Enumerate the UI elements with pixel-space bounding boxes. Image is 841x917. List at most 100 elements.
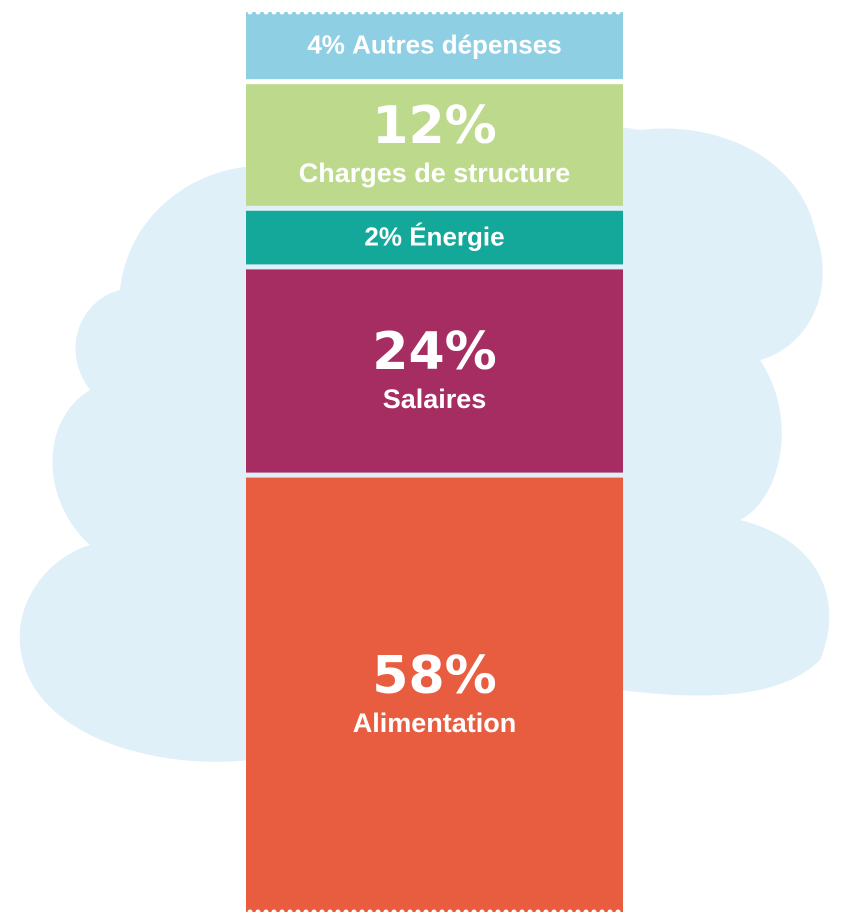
edge-notch xyxy=(279,909,285,915)
edge-notch xyxy=(503,9,509,15)
edge-notch xyxy=(391,9,397,15)
edge-notch xyxy=(319,9,325,15)
edge-notch xyxy=(415,9,421,15)
edge-notch xyxy=(591,909,597,915)
edge-notch xyxy=(263,909,269,915)
value-label: 24% xyxy=(372,322,496,382)
edge-notch xyxy=(559,909,565,915)
space xyxy=(402,221,409,251)
edge-notch xyxy=(279,9,285,15)
edge-notch xyxy=(327,909,333,915)
edge-notch xyxy=(343,909,349,915)
edge-notch xyxy=(359,9,365,15)
edge-notch xyxy=(367,9,373,15)
edge-notch xyxy=(471,909,477,915)
edge-notch xyxy=(303,909,309,915)
edge-notch xyxy=(415,909,421,915)
edge-notch xyxy=(527,9,533,15)
edge-notch xyxy=(615,9,621,15)
edge-notch xyxy=(399,909,405,915)
edge-notch xyxy=(463,909,469,915)
bar-segment xyxy=(246,269,623,473)
edge-notch xyxy=(511,9,517,15)
edge-notch xyxy=(455,909,461,915)
edge-notch xyxy=(495,9,501,15)
edge-notch xyxy=(343,9,349,15)
space xyxy=(345,29,352,59)
edge-notch xyxy=(351,909,357,915)
edge-notch xyxy=(359,909,365,915)
edge-notch xyxy=(559,9,565,15)
edge-notch xyxy=(471,9,477,15)
segment-name: Alimentation xyxy=(353,708,517,738)
edge-notch xyxy=(311,9,317,15)
value-label: 12% xyxy=(372,96,496,156)
edge-notch xyxy=(535,909,541,915)
edge-notch xyxy=(263,9,269,15)
segment-label: 4% Autres dépenses xyxy=(307,29,561,59)
edge-notch xyxy=(351,9,357,15)
segment-name: Énergie xyxy=(409,221,504,251)
edge-notch xyxy=(287,909,293,915)
edge-notch xyxy=(543,9,549,15)
edge-notch xyxy=(479,909,485,915)
edge-notch xyxy=(575,909,581,915)
edge-notch xyxy=(503,909,509,915)
edge-notch xyxy=(455,9,461,15)
edge-notch xyxy=(287,9,293,15)
edge-notch xyxy=(367,909,373,915)
bar-segment xyxy=(246,84,623,206)
edge-notch xyxy=(327,9,333,15)
bar-segment xyxy=(246,210,623,265)
edge-notch xyxy=(407,909,413,915)
edge-notch xyxy=(447,9,453,15)
stacked-column: 58%Alimentation 24%Salaires 2% Énergie 12%C… xyxy=(246,9,623,915)
edge-notch xyxy=(375,909,381,915)
edge-notch xyxy=(519,9,525,15)
edge-notch xyxy=(439,909,445,915)
edge-notch xyxy=(247,909,253,915)
edge-notch xyxy=(615,909,621,915)
edge-notch xyxy=(479,9,485,15)
bar-segment xyxy=(246,12,623,80)
edge-notch xyxy=(319,909,325,915)
edge-notch xyxy=(295,9,301,15)
edge-notch xyxy=(567,909,573,915)
edge-notch xyxy=(543,909,549,915)
edge-notch xyxy=(311,909,317,915)
edge-notch xyxy=(575,9,581,15)
edge-notch xyxy=(583,9,589,15)
edge-notch xyxy=(303,9,309,15)
edge-notch xyxy=(271,909,277,915)
value-label: 58% xyxy=(372,646,496,706)
edge-notch xyxy=(511,909,517,915)
segment-name: Autres dépenses xyxy=(352,29,562,59)
edge-notch xyxy=(247,9,253,15)
edge-notch xyxy=(383,909,389,915)
segment-name: Salaires xyxy=(383,384,487,414)
value-label: 2% xyxy=(364,221,402,251)
edge-notch xyxy=(583,909,589,915)
edge-notch xyxy=(591,9,597,15)
edge-notch xyxy=(607,9,613,15)
edge-notch xyxy=(551,9,557,15)
edge-notch xyxy=(535,9,541,15)
edge-notch xyxy=(431,9,437,15)
edge-notch xyxy=(271,9,277,15)
edge-notch xyxy=(599,9,605,15)
value-label: 4% xyxy=(307,29,345,59)
edge-notch xyxy=(391,909,397,915)
edge-notch xyxy=(495,909,501,915)
edge-notch xyxy=(551,909,557,915)
edge-notch xyxy=(439,9,445,15)
edge-notch xyxy=(599,909,605,915)
edge-notch xyxy=(567,9,573,15)
edge-notch xyxy=(487,9,493,15)
edge-notch xyxy=(423,909,429,915)
edge-notch xyxy=(423,9,429,15)
edge-notch xyxy=(399,9,405,15)
edge-notch xyxy=(407,9,413,15)
edge-notch xyxy=(463,9,469,15)
segment-label: 2% Énergie xyxy=(364,221,504,251)
